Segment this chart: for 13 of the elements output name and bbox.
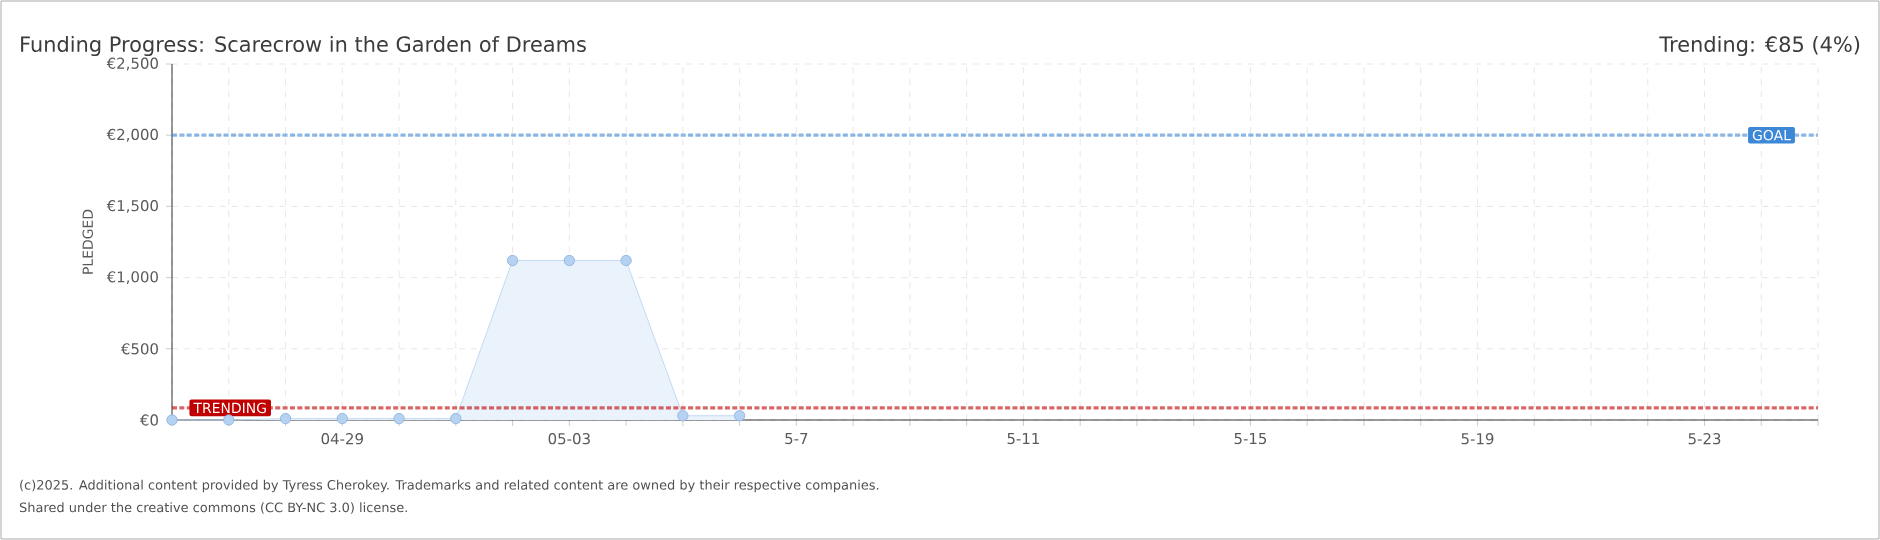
point	[223, 414, 235, 426]
point	[279, 412, 292, 425]
point	[734, 410, 746, 422]
point	[166, 414, 178, 426]
point	[506, 254, 519, 267]
point	[620, 254, 632, 267]
chart-subtitle: Trending: €85 (4%)	[1659, 35, 1860, 57]
chart-title: Funding Progress: Scarecrow in the Garden of Dreams	[21, 35, 586, 57]
point	[393, 412, 405, 425]
point	[677, 410, 689, 422]
point	[450, 412, 462, 425]
point	[336, 412, 348, 425]
point	[563, 254, 575, 267]
